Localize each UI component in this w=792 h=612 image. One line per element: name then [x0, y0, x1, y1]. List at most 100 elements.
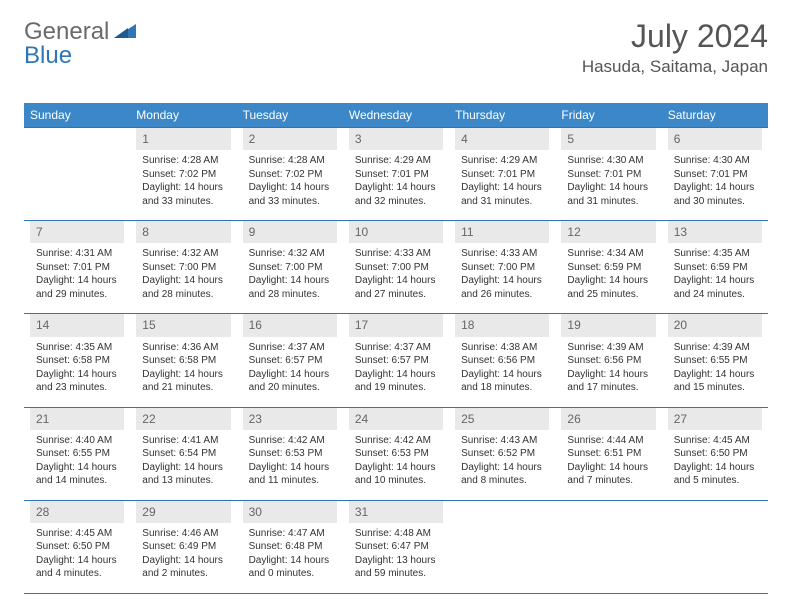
day-content: Sunrise: 4:46 AMSunset: 6:49 PMDaylight:…	[136, 523, 230, 587]
title-block: July 2024 Hasuda, Saitama, Japan	[582, 18, 768, 77]
day-number-empty	[30, 128, 124, 150]
daylight-line: Daylight: 14 hours and 18 minutes.	[461, 368, 543, 395]
day-content: Sunrise: 4:42 AMSunset: 6:53 PMDaylight:…	[349, 430, 443, 494]
calendar-cell: 10Sunrise: 4:33 AMSunset: 7:00 PMDayligh…	[343, 221, 449, 314]
day-content: Sunrise: 4:35 AMSunset: 6:58 PMDaylight:…	[30, 337, 124, 401]
calendar-row: 1Sunrise: 4:28 AMSunset: 7:02 PMDaylight…	[24, 128, 768, 221]
sunset-line: Sunset: 6:59 PM	[567, 261, 649, 275]
logo-triangle-icon	[114, 22, 136, 43]
sunrise-line: Sunrise: 4:46 AM	[142, 527, 224, 541]
calendar-cell: 12Sunrise: 4:34 AMSunset: 6:59 PMDayligh…	[555, 221, 661, 314]
day-content: Sunrise: 4:35 AMSunset: 6:59 PMDaylight:…	[668, 243, 762, 307]
calendar-cell: 13Sunrise: 4:35 AMSunset: 6:59 PMDayligh…	[662, 221, 768, 314]
weekday-header: Tuesday	[237, 103, 343, 128]
day-number: 30	[243, 501, 337, 523]
daylight-line: Daylight: 14 hours and 21 minutes.	[142, 368, 224, 395]
calendar-cell: 5Sunrise: 4:30 AMSunset: 7:01 PMDaylight…	[555, 128, 661, 221]
day-number: 26	[561, 408, 655, 430]
day-number: 27	[668, 408, 762, 430]
sunset-line: Sunset: 7:01 PM	[355, 168, 437, 182]
daylight-line: Daylight: 14 hours and 4 minutes.	[36, 554, 118, 581]
calendar-row: 21Sunrise: 4:40 AMSunset: 6:55 PMDayligh…	[24, 407, 768, 500]
sunrise-line: Sunrise: 4:42 AM	[355, 434, 437, 448]
sunset-line: Sunset: 6:58 PM	[36, 354, 118, 368]
daylight-line: Daylight: 14 hours and 15 minutes.	[674, 368, 756, 395]
day-content: Sunrise: 4:33 AMSunset: 7:00 PMDaylight:…	[349, 243, 443, 307]
sunrise-line: Sunrise: 4:29 AM	[461, 154, 543, 168]
weekday-header: Wednesday	[343, 103, 449, 128]
calendar-row: 14Sunrise: 4:35 AMSunset: 6:58 PMDayligh…	[24, 314, 768, 407]
sunrise-line: Sunrise: 4:39 AM	[567, 341, 649, 355]
sunrise-line: Sunrise: 4:44 AM	[567, 434, 649, 448]
calendar-cell: 22Sunrise: 4:41 AMSunset: 6:54 PMDayligh…	[130, 407, 236, 500]
day-number: 17	[349, 314, 443, 336]
daylight-line: Daylight: 14 hours and 2 minutes.	[142, 554, 224, 581]
day-number: 14	[30, 314, 124, 336]
sunrise-line: Sunrise: 4:38 AM	[461, 341, 543, 355]
daylight-line: Daylight: 14 hours and 20 minutes.	[249, 368, 331, 395]
sunrise-line: Sunrise: 4:31 AM	[36, 247, 118, 261]
sunset-line: Sunset: 6:55 PM	[36, 447, 118, 461]
day-number: 19	[561, 314, 655, 336]
sunset-line: Sunset: 7:01 PM	[674, 168, 756, 182]
daylight-line: Daylight: 14 hours and 19 minutes.	[355, 368, 437, 395]
calendar-row: 28Sunrise: 4:45 AMSunset: 6:50 PMDayligh…	[24, 500, 768, 593]
weekday-header: Friday	[555, 103, 661, 128]
calendar-cell: 16Sunrise: 4:37 AMSunset: 6:57 PMDayligh…	[237, 314, 343, 407]
day-number: 31	[349, 501, 443, 523]
day-number: 24	[349, 408, 443, 430]
calendar-row: 7Sunrise: 4:31 AMSunset: 7:01 PMDaylight…	[24, 221, 768, 314]
daylight-line: Daylight: 14 hours and 0 minutes.	[249, 554, 331, 581]
day-content: Sunrise: 4:37 AMSunset: 6:57 PMDaylight:…	[243, 337, 337, 401]
sunset-line: Sunset: 6:50 PM	[674, 447, 756, 461]
day-number: 5	[561, 128, 655, 150]
sunset-line: Sunset: 7:02 PM	[249, 168, 331, 182]
day-content: Sunrise: 4:41 AMSunset: 6:54 PMDaylight:…	[136, 430, 230, 494]
header: General July 2024 Hasuda, Saitama, Japan	[24, 18, 768, 77]
day-number: 6	[668, 128, 762, 150]
weekday-header: Saturday	[662, 103, 768, 128]
sunrise-line: Sunrise: 4:35 AM	[674, 247, 756, 261]
sunrise-line: Sunrise: 4:34 AM	[567, 247, 649, 261]
weekday-header-row: SundayMondayTuesdayWednesdayThursdayFrid…	[24, 103, 768, 128]
calendar-cell	[662, 500, 768, 593]
day-content: Sunrise: 4:42 AMSunset: 6:53 PMDaylight:…	[243, 430, 337, 494]
daylight-line: Daylight: 14 hours and 31 minutes.	[567, 181, 649, 208]
sunset-line: Sunset: 7:00 PM	[249, 261, 331, 275]
day-content: Sunrise: 4:28 AMSunset: 7:02 PMDaylight:…	[136, 150, 230, 214]
calendar-cell	[555, 500, 661, 593]
day-number: 7	[30, 221, 124, 243]
sunset-line: Sunset: 6:57 PM	[249, 354, 331, 368]
day-content: Sunrise: 4:32 AMSunset: 7:00 PMDaylight:…	[136, 243, 230, 307]
sunset-line: Sunset: 6:53 PM	[355, 447, 437, 461]
sunrise-line: Sunrise: 4:47 AM	[249, 527, 331, 541]
sunrise-line: Sunrise: 4:30 AM	[674, 154, 756, 168]
calendar-table: SundayMondayTuesdayWednesdayThursdayFrid…	[24, 103, 768, 594]
day-content: Sunrise: 4:45 AMSunset: 6:50 PMDaylight:…	[668, 430, 762, 494]
daylight-line: Daylight: 14 hours and 32 minutes.	[355, 181, 437, 208]
daylight-line: Daylight: 14 hours and 27 minutes.	[355, 274, 437, 301]
sunrise-line: Sunrise: 4:28 AM	[142, 154, 224, 168]
sunrise-line: Sunrise: 4:36 AM	[142, 341, 224, 355]
sunrise-line: Sunrise: 4:28 AM	[249, 154, 331, 168]
sunrise-line: Sunrise: 4:43 AM	[461, 434, 543, 448]
sunrise-line: Sunrise: 4:33 AM	[355, 247, 437, 261]
sunset-line: Sunset: 6:56 PM	[567, 354, 649, 368]
calendar-cell: 19Sunrise: 4:39 AMSunset: 6:56 PMDayligh…	[555, 314, 661, 407]
day-number: 25	[455, 408, 549, 430]
day-content: Sunrise: 4:28 AMSunset: 7:02 PMDaylight:…	[243, 150, 337, 214]
day-number: 12	[561, 221, 655, 243]
calendar-cell: 6Sunrise: 4:30 AMSunset: 7:01 PMDaylight…	[662, 128, 768, 221]
calendar-cell: 31Sunrise: 4:48 AMSunset: 6:47 PMDayligh…	[343, 500, 449, 593]
calendar-cell: 27Sunrise: 4:45 AMSunset: 6:50 PMDayligh…	[662, 407, 768, 500]
daylight-line: Daylight: 14 hours and 8 minutes.	[461, 461, 543, 488]
sunrise-line: Sunrise: 4:42 AM	[249, 434, 331, 448]
day-number-empty	[668, 501, 762, 523]
calendar-cell: 20Sunrise: 4:39 AMSunset: 6:55 PMDayligh…	[662, 314, 768, 407]
calendar-cell: 2Sunrise: 4:28 AMSunset: 7:02 PMDaylight…	[237, 128, 343, 221]
calendar-cell: 3Sunrise: 4:29 AMSunset: 7:01 PMDaylight…	[343, 128, 449, 221]
calendar-cell: 7Sunrise: 4:31 AMSunset: 7:01 PMDaylight…	[24, 221, 130, 314]
location-label: Hasuda, Saitama, Japan	[582, 57, 768, 77]
daylight-line: Daylight: 14 hours and 23 minutes.	[36, 368, 118, 395]
day-number: 28	[30, 501, 124, 523]
